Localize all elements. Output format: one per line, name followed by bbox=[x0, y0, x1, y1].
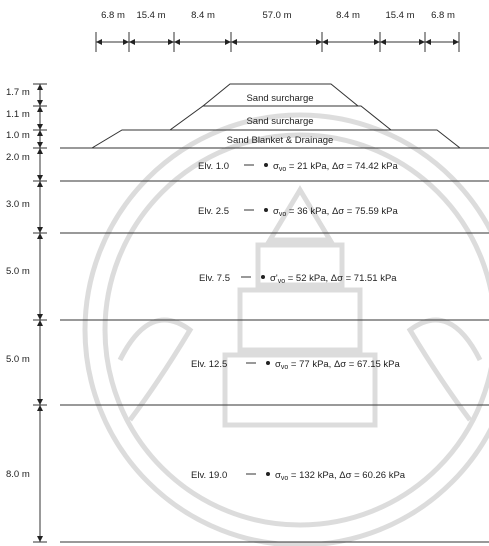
stress-row: Elv. 1.0 σvo = 21 kPa, Δσ = 74.42 kPa bbox=[198, 161, 398, 173]
stress-values: σvo = 36 kPa, Δσ = 75.59 kPa bbox=[273, 206, 398, 218]
embankment-fill: Sand surcharge Sand surcharge Sand Blank… bbox=[90, 83, 462, 149]
arrow-head bbox=[231, 39, 237, 45]
stress-point bbox=[264, 208, 268, 212]
arrow-head bbox=[380, 39, 386, 45]
left-dimension-chain: 1.7 m 1.1 m 1.0 m 2.0 m 3.0 m 5.0 m 5.0 … bbox=[6, 83, 47, 543]
arrow-head bbox=[37, 100, 43, 106]
arrow-head bbox=[316, 39, 322, 45]
arrow-head bbox=[37, 106, 43, 112]
fill-label-1: Sand surcharge bbox=[246, 93, 313, 104]
elevation-label: Elv. 2.5 bbox=[198, 206, 229, 217]
top-dim-4: 57.0 m bbox=[262, 10, 291, 21]
top-dim-5: 8.4 m bbox=[336, 10, 360, 21]
arrow-head bbox=[96, 39, 102, 45]
layer-thickness-1: 2.0 m bbox=[6, 152, 30, 163]
arrow-head bbox=[453, 39, 459, 45]
stress-point bbox=[264, 163, 268, 167]
sand-surcharge-upper bbox=[201, 83, 360, 107]
arrow-head bbox=[37, 130, 43, 136]
arrow-head bbox=[37, 536, 43, 542]
stress-row: Elv. 19.0 σvo = 132 kPa, Δσ = 60.26 kPa bbox=[191, 470, 406, 482]
top-dim-6: 15.4 m bbox=[385, 10, 414, 21]
arrow-head bbox=[37, 405, 43, 411]
arrow-head bbox=[123, 39, 129, 45]
stress-values: σvo = 21 kPa, Δσ = 74.42 kPa bbox=[273, 161, 398, 173]
stress-row: Elv. 7.5 σ'vo = 52 kPa, Δσ = 71.51 kPa bbox=[199, 273, 397, 285]
layer-thickness-3: 5.0 m bbox=[6, 266, 30, 277]
arrow-head bbox=[425, 39, 431, 45]
top-dim-3: 8.4 m bbox=[191, 10, 215, 21]
arrow-head bbox=[37, 148, 43, 154]
arrow-head bbox=[374, 39, 380, 45]
arrow-head bbox=[37, 399, 43, 405]
arrow-head bbox=[37, 227, 43, 233]
arrow-head bbox=[419, 39, 425, 45]
arrow-head bbox=[37, 175, 43, 181]
layer-thickness-5: 8.0 m bbox=[6, 469, 30, 480]
top-dimension-labels: 6.8 m 15.4 m 8.4 m 57.0 m 8.4 m 15.4 m 6… bbox=[101, 10, 455, 21]
stress-point bbox=[261, 275, 265, 279]
arrow-head bbox=[37, 124, 43, 130]
elevation-label: Elv. 1.0 bbox=[198, 161, 229, 172]
stress-point bbox=[266, 472, 270, 476]
elevation-label: Elv. 19.0 bbox=[191, 470, 227, 481]
stress-row: Elv. 2.5 σvo = 36 kPa, Δσ = 75.59 kPa bbox=[198, 206, 398, 218]
fill-thickness-3: 1.0 m bbox=[6, 130, 30, 141]
arrow-head bbox=[37, 233, 43, 239]
fill-label-3: Sand Blanket & Drainage bbox=[227, 135, 334, 146]
layer-thickness-4: 5.0 m bbox=[6, 354, 30, 365]
arrow-head bbox=[174, 39, 180, 45]
arrow-head bbox=[225, 39, 231, 45]
arrow-head bbox=[37, 314, 43, 320]
fill-thickness-1: 1.7 m bbox=[6, 87, 30, 98]
top-dimension-chain bbox=[95, 32, 460, 52]
stress-point bbox=[266, 361, 270, 365]
elevation-label: Elv. 12.5 bbox=[191, 359, 227, 370]
arrow-head bbox=[37, 320, 43, 326]
arrow-head bbox=[168, 39, 174, 45]
arrow-head bbox=[37, 142, 43, 148]
top-dim-2: 15.4 m bbox=[136, 10, 165, 21]
arrow-head bbox=[37, 181, 43, 187]
fill-thickness-2: 1.1 m bbox=[6, 109, 30, 120]
fill-label-2: Sand surcharge bbox=[246, 116, 313, 127]
layer-boundaries bbox=[60, 147, 489, 543]
stress-values: σvo = 77 kPa, Δσ = 67.15 kPa bbox=[275, 359, 400, 371]
arrow-head bbox=[322, 39, 328, 45]
stress-row: Elv. 12.5 σvo = 77 kPa, Δσ = 67.15 kPa bbox=[191, 359, 400, 371]
arrow-head bbox=[37, 84, 43, 90]
layer-thickness-2: 3.0 m bbox=[6, 199, 30, 210]
top-dim-1: 6.8 m bbox=[101, 10, 125, 21]
stress-annotations: Elv. 1.0 σvo = 21 kPa, Δσ = 74.42 kPaElv.… bbox=[191, 161, 406, 482]
elevation-label: Elv. 7.5 bbox=[199, 273, 230, 284]
stress-values: σ'vo = 52 kPa, Δσ = 71.51 kPa bbox=[270, 273, 397, 285]
arrow-head bbox=[129, 39, 135, 45]
top-dim-7: 6.8 m bbox=[431, 10, 455, 21]
stress-values: σvo = 132 kPa, Δσ = 60.26 kPa bbox=[275, 470, 406, 482]
